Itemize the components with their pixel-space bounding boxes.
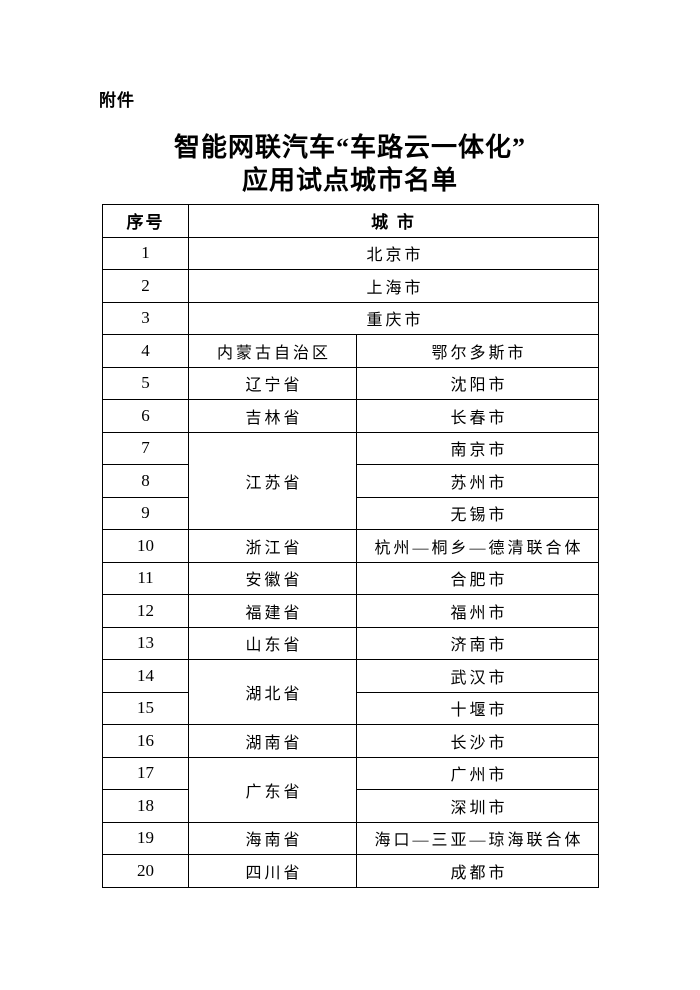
- city-cell: 武汉市: [355, 659, 600, 693]
- city-cell: 深圳市: [355, 789, 600, 823]
- row-number-cell: 12: [102, 594, 189, 628]
- table-row: 1 北京市: [102, 236, 600, 270]
- row-number-cell: 15: [102, 691, 189, 725]
- table-row: 12 福建省 福州市: [102, 594, 600, 628]
- table-row: 15 十堰市: [102, 691, 600, 725]
- province-cell: 湖南省: [188, 724, 357, 758]
- header-city-cell: 城 市: [187, 204, 600, 238]
- city-cell: 重庆市: [187, 301, 600, 335]
- province-cell: 浙江省: [188, 529, 357, 563]
- city-cell: 鄂尔多斯市: [355, 334, 600, 368]
- table-row: 9 无锡市: [102, 496, 600, 530]
- row-number-cell: 7: [102, 431, 189, 465]
- document-title-line-1: 智能网联汽车“车路云一体化”: [173, 133, 526, 162]
- table-row: 13 山东省 济南市: [102, 626, 600, 660]
- city-cell: 上海市: [187, 269, 600, 303]
- pilot-city-table: 序号 城 市 1 北京市 2 上海市 3 重庆市 4 内蒙古自治区 鄂尔多斯市: [102, 204, 600, 888]
- city-cell: 沈阳市: [355, 366, 600, 400]
- province-cell: 吉林省: [188, 399, 357, 433]
- province-cell: 广东省: [188, 756, 357, 823]
- city-cell: 长春市: [355, 399, 600, 433]
- row-number-cell: 19: [102, 821, 189, 855]
- province-cell: 山东省: [188, 626, 357, 660]
- row-number-cell: 4: [102, 334, 189, 368]
- row-number-cell: 16: [102, 724, 189, 758]
- row-number-cell: 9: [102, 496, 189, 530]
- row-number-cell: 18: [102, 789, 189, 823]
- row-number-cell: 14: [102, 659, 189, 693]
- row-number-cell: 10: [102, 529, 189, 563]
- city-cell: 广州市: [355, 756, 600, 790]
- province-cell: 江苏省: [188, 431, 357, 530]
- row-number-cell: 17: [102, 756, 189, 790]
- table-row: 18 深圳市: [102, 789, 600, 823]
- row-number-cell: 3: [102, 301, 189, 335]
- city-cell: 成都市: [355, 854, 600, 888]
- row-number-cell: 13: [102, 626, 189, 660]
- table-row: 2 上海市: [102, 269, 600, 303]
- row-number-cell: 6: [102, 399, 189, 433]
- table-row: 20 四川省 成都市: [102, 854, 600, 888]
- table-row: 3 重庆市: [102, 301, 600, 335]
- row-number-cell: 8: [102, 464, 189, 498]
- province-cell: 湖北省: [188, 659, 357, 725]
- table-row: 14 湖北省 武汉市: [102, 659, 600, 725]
- province-cell: 安徽省: [188, 561, 357, 595]
- document-title: 智能网联汽车“车路云一体化” 应用试点城市名单: [0, 131, 700, 197]
- row-number-cell: 11: [102, 561, 189, 595]
- province-cell: 福建省: [188, 594, 357, 628]
- city-cell: 杭州—桐乡—德清联合体: [355, 529, 600, 563]
- province-cell: 内蒙古自治区: [188, 334, 357, 368]
- table-row: 6 吉林省 长春市: [102, 399, 600, 433]
- city-cell: 长沙市: [355, 724, 600, 758]
- city-cell: 济南市: [355, 626, 600, 660]
- city-cell: 南京市: [355, 431, 600, 465]
- province-cell: 辽宁省: [188, 366, 357, 400]
- province-cell: 四川省: [188, 854, 357, 888]
- document-title-line-2: 应用试点城市名单: [241, 166, 458, 195]
- city-cell: 北京市: [187, 236, 600, 270]
- attachment-label: 附件: [99, 91, 135, 110]
- table-row: 11 安徽省 合肥市: [102, 561, 600, 595]
- city-cell: 无锡市: [355, 496, 600, 530]
- row-number-cell: 1: [102, 236, 189, 270]
- table-row: 4 内蒙古自治区 鄂尔多斯市: [102, 334, 600, 368]
- row-number-cell: 20: [102, 854, 189, 888]
- city-cell: 福州市: [355, 594, 600, 628]
- table-row: 5 辽宁省 沈阳市: [102, 366, 600, 400]
- city-cell: 十堰市: [355, 691, 600, 725]
- table-row: 7 江苏省 南京市: [102, 431, 600, 530]
- city-cell: 合肥市: [355, 561, 600, 595]
- table-row: 16 湖南省 长沙市: [102, 724, 600, 758]
- table-row: 17 广东省 广州市: [102, 756, 600, 823]
- table-header-row: 序号 城 市: [102, 204, 600, 238]
- row-number-cell: 5: [102, 366, 189, 400]
- header-index-cell: 序号: [102, 204, 189, 238]
- table-row: 19 海南省 海口—三亚—琼海联合体: [102, 821, 600, 855]
- row-number-cell: 2: [102, 269, 189, 303]
- table-row: 10 浙江省 杭州—桐乡—德清联合体: [102, 529, 600, 563]
- province-cell: 海南省: [188, 821, 357, 855]
- city-cell: 海口—三亚—琼海联合体: [355, 821, 600, 855]
- city-cell: 苏州市: [355, 464, 600, 498]
